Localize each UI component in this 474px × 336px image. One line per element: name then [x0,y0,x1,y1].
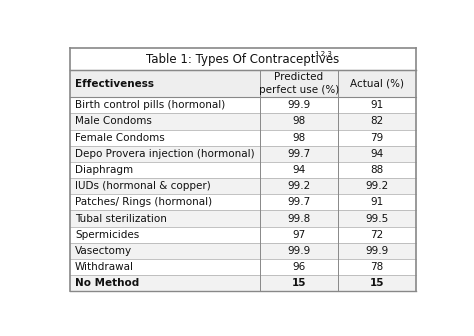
Text: 99.9: 99.9 [287,246,310,256]
Text: Vasectomy: Vasectomy [75,246,132,256]
Bar [338,97,416,114]
Text: 99.9: 99.9 [287,100,310,110]
Text: 94: 94 [292,165,306,175]
Bar [338,130,416,146]
Text: 1,2,3: 1,2,3 [315,51,332,57]
Bar [70,210,260,226]
Bar [338,178,416,194]
Bar [70,70,260,97]
Bar [338,226,416,243]
Bar [260,130,338,146]
Text: 91: 91 [370,197,383,207]
Text: IUDs (hormonal & copper): IUDs (hormonal & copper) [75,181,211,191]
Bar [70,130,260,146]
Bar [70,146,260,162]
Text: 97: 97 [292,230,306,240]
Bar [260,259,338,275]
Text: 82: 82 [370,117,383,126]
Text: Table 1: Types Of Contraceptives: Table 1: Types Of Contraceptives [146,52,339,66]
Bar [260,194,338,210]
Text: 99.7: 99.7 [287,197,310,207]
Bar [260,146,338,162]
Text: Predicted
perfect use (%): Predicted perfect use (%) [259,73,339,95]
Text: 98: 98 [292,133,306,143]
Text: Actual (%): Actual (%) [350,79,404,89]
Bar [70,48,416,70]
Bar [260,243,338,259]
Bar [338,146,416,162]
Text: Female Condoms: Female Condoms [75,133,165,143]
Bar [70,194,260,210]
Text: 88: 88 [370,165,383,175]
Bar [260,210,338,226]
Text: Male Condoms: Male Condoms [75,117,152,126]
Bar [70,97,260,114]
Bar [338,243,416,259]
Text: Effectiveness: Effectiveness [75,79,154,89]
Text: 99.2: 99.2 [365,181,388,191]
Text: Depo Provera injection (hormonal): Depo Provera injection (hormonal) [75,149,255,159]
Bar [260,275,338,291]
Text: Patches/ Rings (hormonal): Patches/ Rings (hormonal) [75,197,212,207]
Text: 99.5: 99.5 [365,213,388,223]
Text: 96: 96 [292,262,306,272]
Bar [260,178,338,194]
Bar [70,259,260,275]
Text: 78: 78 [370,262,383,272]
Bar [70,275,260,291]
Bar [338,275,416,291]
Text: 99.8: 99.8 [287,213,310,223]
Bar [338,210,416,226]
Bar [70,162,260,178]
Bar [260,70,338,97]
Bar [338,162,416,178]
Text: 98: 98 [292,117,306,126]
Bar [70,243,260,259]
Text: 79: 79 [370,133,383,143]
Bar [70,178,260,194]
Text: Diaphragm: Diaphragm [75,165,133,175]
Text: 99.2: 99.2 [287,181,310,191]
Bar [338,70,416,97]
Bar [70,226,260,243]
Text: 99.9: 99.9 [365,246,388,256]
Bar [260,162,338,178]
Bar [338,194,416,210]
Text: Spermicides: Spermicides [75,230,139,240]
Text: 15: 15 [369,278,384,288]
Bar [70,114,260,130]
Text: 94: 94 [370,149,383,159]
Bar [260,97,338,114]
Bar [260,226,338,243]
Text: Withdrawal: Withdrawal [75,262,134,272]
Text: 99.7: 99.7 [287,149,310,159]
Text: Tubal sterilization: Tubal sterilization [75,213,167,223]
Text: No Method: No Method [75,278,139,288]
Text: Birth control pills (hormonal): Birth control pills (hormonal) [75,100,225,110]
Bar [338,114,416,130]
Bar [338,259,416,275]
Text: 15: 15 [292,278,306,288]
Text: 91: 91 [370,100,383,110]
Text: 72: 72 [370,230,383,240]
Bar [260,114,338,130]
